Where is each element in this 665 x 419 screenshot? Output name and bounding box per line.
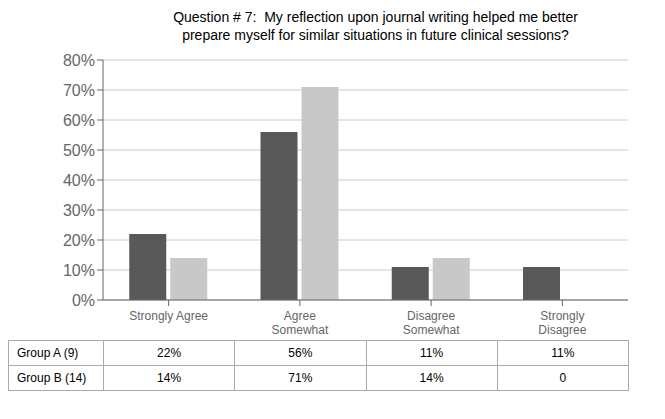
svg-text:DisagreeSomewhat: DisagreeSomewhat <box>403 309 460 337</box>
svg-text:AgreeSomewhat: AgreeSomewhat <box>272 309 329 337</box>
html-text:11%: 11% <box>420 346 444 360</box>
html-text:14%: 14% <box>157 371 182 385</box>
svg-text:20%: 20% <box>63 232 95 249</box>
html-text:Group A (9): Group A (9) <box>17 346 79 360</box>
svg-text:80%: 80% <box>63 52 95 69</box>
svg-text:Strongly Agree: Strongly Agree <box>129 309 208 323</box>
html-text:0: 0 <box>559 371 567 385</box>
html-text:prepare myself for similar sit: prepare myself for similar situations in… <box>182 27 569 43</box>
html-text:14%: 14% <box>419 371 444 385</box>
html-text:56%: 56% <box>288 346 313 360</box>
svg-text:0%: 0% <box>72 292 95 309</box>
html-text:71%: 71% <box>288 371 313 385</box>
svg-text:40%: 40% <box>63 172 95 189</box>
svg-text:60%: 60% <box>63 112 95 129</box>
svg-text:70%: 70% <box>63 82 95 99</box>
html-text:Group B (14): Group B (14) <box>17 371 87 385</box>
html-text:11%: 11% <box>551 346 575 360</box>
svg-text:30%: 30% <box>63 202 95 219</box>
html-text:Question # 7: My reflection up: Question # 7: My reflection upon journal… <box>173 9 578 25</box>
html-text:22%: 22% <box>157 346 182 360</box>
svg-text:50%: 50% <box>63 142 95 159</box>
svg-text:10%: 10% <box>63 262 95 279</box>
svg-text:StronglyDisagree: StronglyDisagree <box>538 309 586 337</box>
